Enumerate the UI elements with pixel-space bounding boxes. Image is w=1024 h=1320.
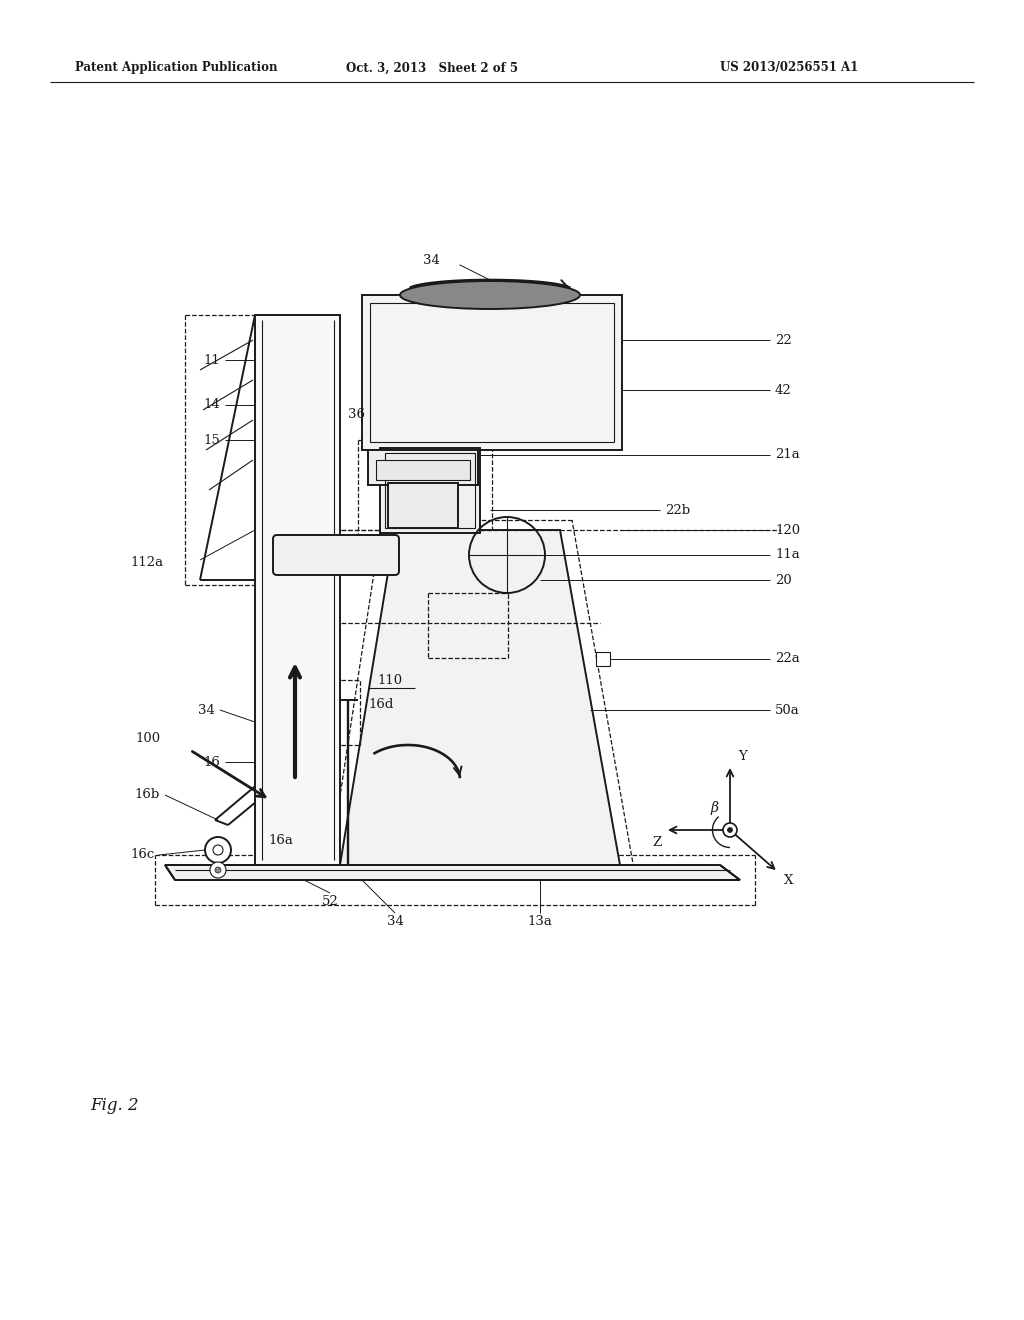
Text: 52: 52 [322, 895, 338, 908]
Text: 36: 36 [348, 408, 365, 421]
Text: 16b: 16b [135, 788, 160, 801]
Text: 14: 14 [203, 399, 220, 412]
Ellipse shape [400, 281, 580, 309]
Text: 11: 11 [203, 354, 220, 367]
Bar [370, 304, 614, 442]
Text: 120: 120 [775, 524, 800, 536]
Circle shape [215, 867, 221, 873]
Text: 16d: 16d [368, 698, 393, 711]
Circle shape [727, 828, 732, 833]
Text: 34: 34 [423, 253, 440, 267]
Text: β: β [710, 801, 718, 814]
Circle shape [723, 822, 737, 837]
Text: X: X [784, 874, 794, 887]
Bar [255, 315, 340, 865]
Text: 16: 16 [203, 755, 220, 768]
Text: Y: Y [738, 751, 746, 763]
Text: Fig. 2: Fig. 2 [90, 1097, 138, 1114]
Text: 42: 42 [775, 384, 792, 396]
Bar [388, 483, 458, 528]
Bar [368, 450, 478, 484]
Text: US 2013/0256551 A1: US 2013/0256551 A1 [720, 62, 858, 74]
Text: 22: 22 [775, 334, 792, 346]
Bar [596, 652, 610, 667]
Text: 20: 20 [775, 573, 792, 586]
Text: 16a: 16a [268, 833, 293, 846]
Text: 21a: 21a [775, 449, 800, 462]
Bar [380, 447, 480, 533]
Bar [362, 294, 622, 450]
Circle shape [213, 845, 223, 855]
Polygon shape [340, 531, 620, 865]
Circle shape [210, 862, 226, 878]
Text: 22a: 22a [775, 652, 800, 665]
Text: Oct. 3, 2013   Sheet 2 of 5: Oct. 3, 2013 Sheet 2 of 5 [346, 62, 518, 74]
Text: 13a: 13a [527, 915, 552, 928]
Bar [376, 459, 470, 480]
Text: 16c: 16c [131, 849, 155, 862]
Bar [385, 453, 475, 528]
Text: 50a: 50a [775, 704, 800, 717]
Text: 22b: 22b [665, 503, 690, 516]
FancyBboxPatch shape [273, 535, 399, 576]
Polygon shape [165, 865, 740, 880]
Text: 112a: 112a [130, 556, 163, 569]
Text: Z: Z [652, 836, 662, 849]
Circle shape [205, 837, 231, 863]
Text: 15: 15 [203, 433, 220, 446]
Text: 34: 34 [198, 704, 215, 717]
Text: 100: 100 [135, 731, 160, 744]
Text: 34: 34 [387, 915, 403, 928]
Text: 110: 110 [378, 673, 402, 686]
Text: 11a: 11a [775, 549, 800, 561]
Text: Patent Application Publication: Patent Application Publication [75, 62, 278, 74]
